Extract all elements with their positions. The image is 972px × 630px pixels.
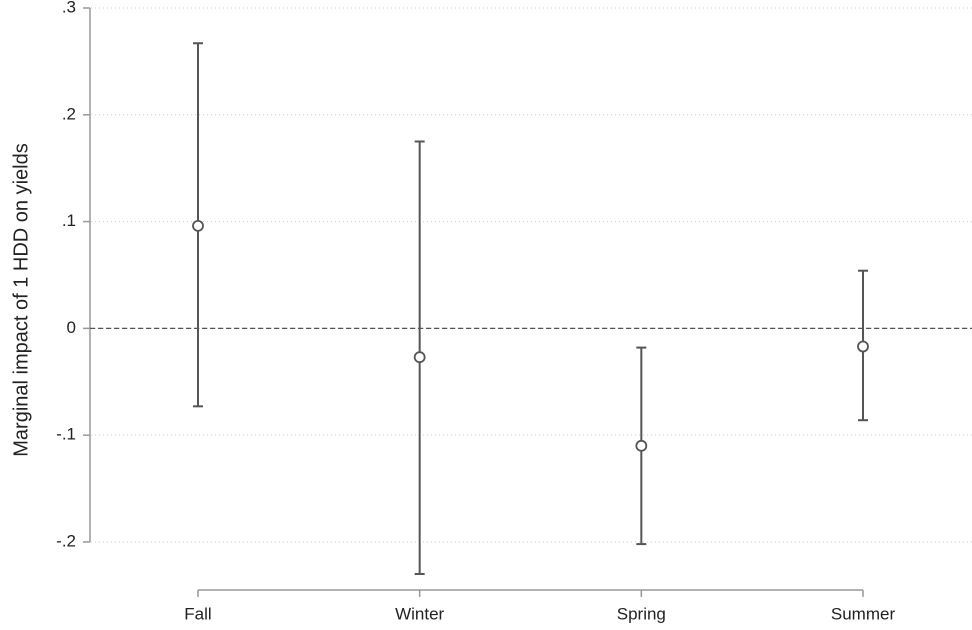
x-tick-label: Spring [617,604,666,623]
point-estimate [413,351,426,364]
point-estimate [192,219,204,232]
y-tick-label: -.2 [56,531,76,550]
point-estimate [635,439,648,452]
y-tick-label: .2 [62,104,76,123]
y-tick-label: -.1 [56,425,76,444]
y-tick-label: 0 [67,318,76,337]
y-tick-label: .3 [62,0,76,16]
x-tick-label: Fall [184,604,211,623]
x-tick-label: Winter [395,604,444,623]
x-tick-label: Summer [831,604,896,623]
point-estimate [857,340,869,353]
y-tick-label: .1 [62,211,76,230]
y-axis-label: Marginal impact of 1 HDD on yields [10,143,32,456]
